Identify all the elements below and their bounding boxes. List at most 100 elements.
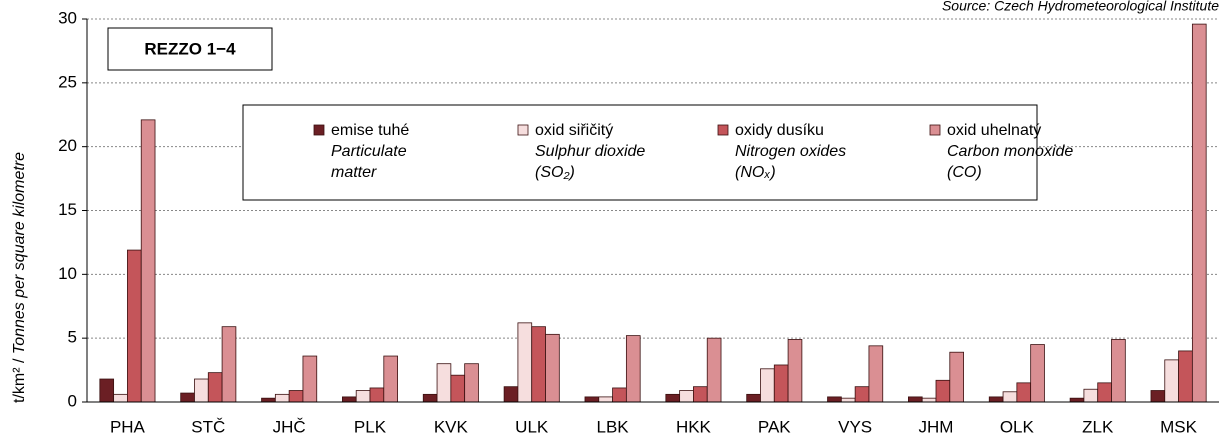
legend-label: oxid uhelnatý [947, 122, 1041, 139]
legend-swatch [929, 124, 941, 136]
y-tick-label: 5 [68, 328, 77, 347]
bar [221, 326, 237, 403]
bar [1097, 382, 1112, 403]
bar [99, 378, 115, 403]
x-tick-label: LBK [597, 417, 630, 436]
x-tick-label: STČ [191, 417, 225, 436]
bar [274, 393, 290, 403]
legend-label: oxidy dusíku [735, 122, 824, 139]
legend-english: Sulphur dioxide [535, 143, 645, 160]
bar [1178, 350, 1193, 403]
bar [935, 379, 951, 403]
x-tick-label: PHA [110, 417, 146, 436]
bar [584, 396, 600, 403]
bar [383, 355, 398, 403]
bar [194, 378, 209, 403]
bar [422, 393, 438, 403]
bar [464, 363, 479, 403]
legend-swatch [517, 124, 529, 136]
legend-box [242, 104, 1038, 201]
legend-label: emise tuhé [331, 122, 409, 139]
y-tick-label: 30 [58, 8, 77, 27]
bar [1016, 382, 1032, 403]
bar [180, 392, 195, 403]
bar [598, 396, 613, 403]
y-axis-label: t/km² / Tonnes per square kilometre [11, 152, 28, 403]
x-tick-label: HKK [676, 417, 712, 436]
bar [302, 355, 318, 403]
bar [746, 393, 761, 403]
legend-english: (SO₂) [535, 164, 575, 181]
bar [517, 322, 533, 403]
bar [1069, 397, 1085, 403]
bar [827, 396, 842, 403]
x-tick-label: VYS [838, 417, 872, 436]
bar [706, 337, 722, 403]
bar [369, 387, 385, 403]
bar [625, 335, 641, 403]
source: Source: Czech Hydrometeorological Instit… [942, 0, 1219, 14]
bar [787, 339, 803, 403]
legend-swatch [313, 124, 325, 136]
x-tick-label: ULK [515, 417, 549, 436]
bar [1083, 388, 1099, 403]
legend-english: (NOₓ) [735, 164, 776, 181]
y-tick-label: 20 [58, 136, 77, 155]
y-tick-label: 15 [58, 200, 77, 219]
bar [840, 397, 856, 403]
bar [773, 364, 789, 403]
bar [288, 390, 304, 403]
y-tick-label: 0 [68, 391, 77, 410]
legend-english: matter [331, 164, 377, 181]
legend-english: Carbon monoxide [947, 143, 1073, 160]
x-tick-label: JHČ [273, 417, 306, 436]
legend: emise tuhé Particulate matter oxid siřičitý… [313, 122, 1073, 181]
y-unit: t/km² / [11, 358, 28, 403]
bar [207, 372, 223, 403]
bar [1191, 23, 1207, 403]
bar [503, 386, 519, 403]
chart-title: REZZO 1−4 [144, 39, 236, 58]
bar [1164, 359, 1179, 403]
bar [988, 396, 1004, 403]
y-tick-label: 25 [58, 72, 77, 91]
y-tick-label: 10 [58, 264, 77, 283]
x-tick-label: PLK [354, 417, 387, 436]
bar [760, 368, 775, 403]
x-tick-label: JHM [919, 417, 954, 436]
bar [612, 387, 627, 403]
bar [679, 390, 694, 403]
bar [921, 397, 937, 403]
bar [113, 393, 128, 403]
x-tick-label: KVK [434, 417, 469, 436]
legend-english: Nitrogen oxides [735, 143, 846, 160]
bar [665, 393, 681, 403]
bar [140, 119, 156, 403]
legend-english: Particulate [331, 143, 407, 160]
bar [1030, 344, 1045, 403]
legend-english: (CO) [947, 164, 982, 181]
bar [355, 390, 371, 403]
bar [531, 326, 546, 403]
bar [450, 374, 466, 403]
bar [545, 333, 560, 403]
bar [854, 386, 870, 403]
legend-label: oxid siřičitý [535, 122, 613, 139]
bar [868, 345, 884, 403]
legend-swatch [717, 124, 729, 136]
x-tick-label: MSK [1160, 417, 1198, 436]
bar [1002, 391, 1018, 403]
x-tick-label: PAK [758, 417, 791, 436]
bar [127, 249, 142, 403]
x-tick-label: OLK [1000, 417, 1035, 436]
bar [908, 396, 923, 403]
bar [949, 351, 964, 403]
bar [436, 363, 452, 403]
bar [341, 396, 357, 403]
bar [1111, 339, 1126, 403]
x-tick-label: ZLK [1082, 417, 1114, 436]
bar [1150, 390, 1166, 403]
title-box [107, 27, 273, 71]
